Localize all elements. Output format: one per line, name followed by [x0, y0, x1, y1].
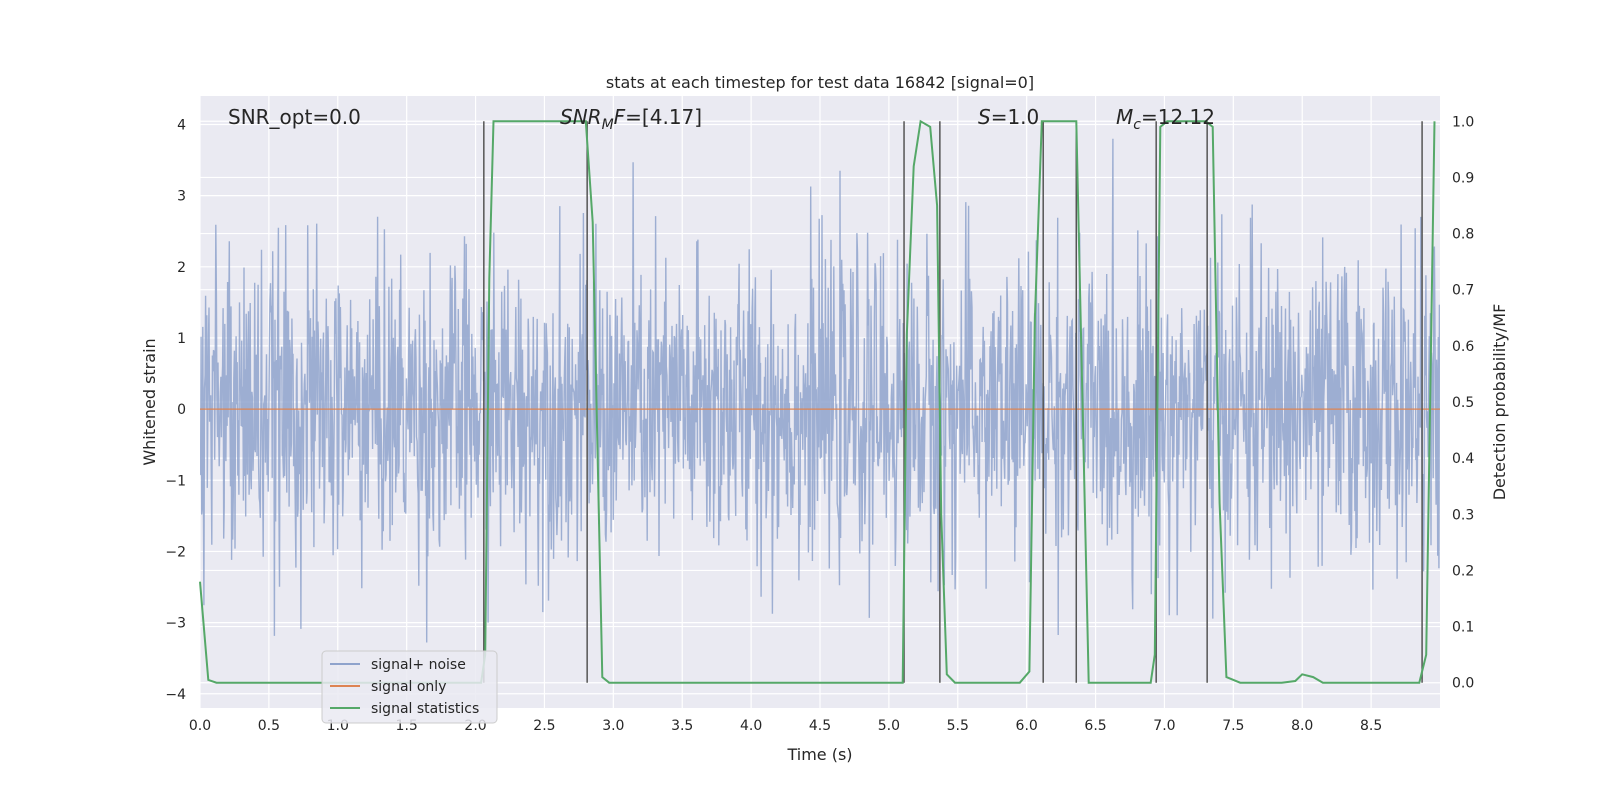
snr-mf-symbol: SNR	[560, 105, 602, 129]
x-tick-label: 5.5	[947, 718, 969, 734]
snr-mf-value: =[4.17]	[625, 105, 702, 129]
signal-noise-line	[200, 138, 1440, 643]
y2-tick-label: 0.9	[1452, 170, 1474, 186]
x-tick-label: 8.5	[1360, 718, 1382, 734]
x-tick-label: 6.0	[1016, 718, 1038, 734]
y2-tick-label: 0.7	[1452, 283, 1474, 299]
y2-tick-label: 0.4	[1452, 451, 1474, 467]
mc-subscript: c	[1133, 117, 1141, 133]
y2-tick-label: 0.5	[1452, 395, 1474, 411]
y2-tick-label: 1.0	[1452, 114, 1474, 130]
y2-tick-label: 0.3	[1452, 507, 1474, 523]
legend-box	[321, 650, 498, 724]
x-tick-label: 7.5	[1222, 718, 1244, 734]
x-tick-label: 2.5	[533, 718, 555, 734]
y-tick-label: −4	[165, 687, 186, 703]
y-tick-label: 2	[177, 260, 186, 276]
snr-mf-symbol-2: F	[614, 105, 626, 129]
mc-value: =12.12	[1141, 105, 1215, 129]
annotation-snr-opt: SNR_opt=0.0	[228, 105, 361, 129]
x-tick-label: 3.0	[602, 718, 624, 734]
y2-tick-label: 0.0	[1452, 676, 1474, 692]
x-axis-label: Time (s)	[786, 745, 852, 764]
y2-axis-label: Detection probability/MF	[1490, 304, 1509, 501]
mc-symbol: M	[1116, 105, 1133, 129]
s-symbol: S	[978, 105, 991, 129]
x-tick-label: 5.0	[878, 718, 900, 734]
s-value: =1.0	[991, 105, 1040, 129]
legend-label-signal-only: signal only	[371, 679, 446, 695]
legend-label-signal-noise: signal+ noise	[371, 657, 466, 673]
y-tick-label: 3	[177, 189, 186, 205]
annotation-mc: Mc=12.12	[1116, 105, 1215, 133]
annotation-snr-mf: SNRMF=[4.17]	[560, 105, 702, 133]
y-tick-label: −1	[165, 473, 186, 489]
y-tick-label: 1	[177, 331, 186, 347]
y-tick-label: 0	[177, 402, 186, 418]
chart-title: stats at each timestep for test data 168…	[606, 73, 1034, 92]
y-axis-ticks: 4 3 2 1 0 −1 −2 −3 −4	[165, 117, 186, 702]
snr-mf-subscript: M	[602, 117, 614, 133]
y2-tick-label: 0.2	[1452, 563, 1474, 579]
legend: signal+ noise signal only signal statist…	[321, 650, 498, 724]
y2-tick-label: 0.6	[1452, 339, 1474, 355]
x-tick-label: 6.5	[1084, 718, 1106, 734]
x-tick-label: 0.5	[258, 718, 280, 734]
x-tick-label: 3.5	[671, 718, 693, 734]
x-tick-label: 7.0	[1153, 718, 1175, 734]
signal-statistics-line	[199, 119, 1436, 684]
signal-statistics-series	[199, 119, 1436, 684]
y-axis-label: Whitened strain	[140, 338, 159, 465]
x-tick-label: 8.0	[1291, 718, 1313, 734]
y-tick-label: 4	[177, 117, 186, 133]
x-tick-label: 4.0	[740, 718, 762, 734]
legend-label-signal-statistics: signal statistics	[371, 701, 479, 717]
x-tick-label: 4.5	[809, 718, 831, 734]
y-tick-label: −3	[165, 616, 186, 632]
annotation-s: S=1.0	[978, 105, 1039, 129]
y2-tick-label: 0.8	[1452, 227, 1474, 243]
y2-tick-label: 0.1	[1452, 620, 1474, 636]
y2-axis-ticks: 1.0 0.9 0.8 0.7 0.6 0.5 0.4 0.3 0.2 0.1 0.0	[1452, 114, 1474, 691]
x-tick-label: 0.0	[189, 718, 211, 734]
y-tick-label: −2	[165, 544, 186, 560]
signal-noise-series	[200, 138, 1440, 643]
